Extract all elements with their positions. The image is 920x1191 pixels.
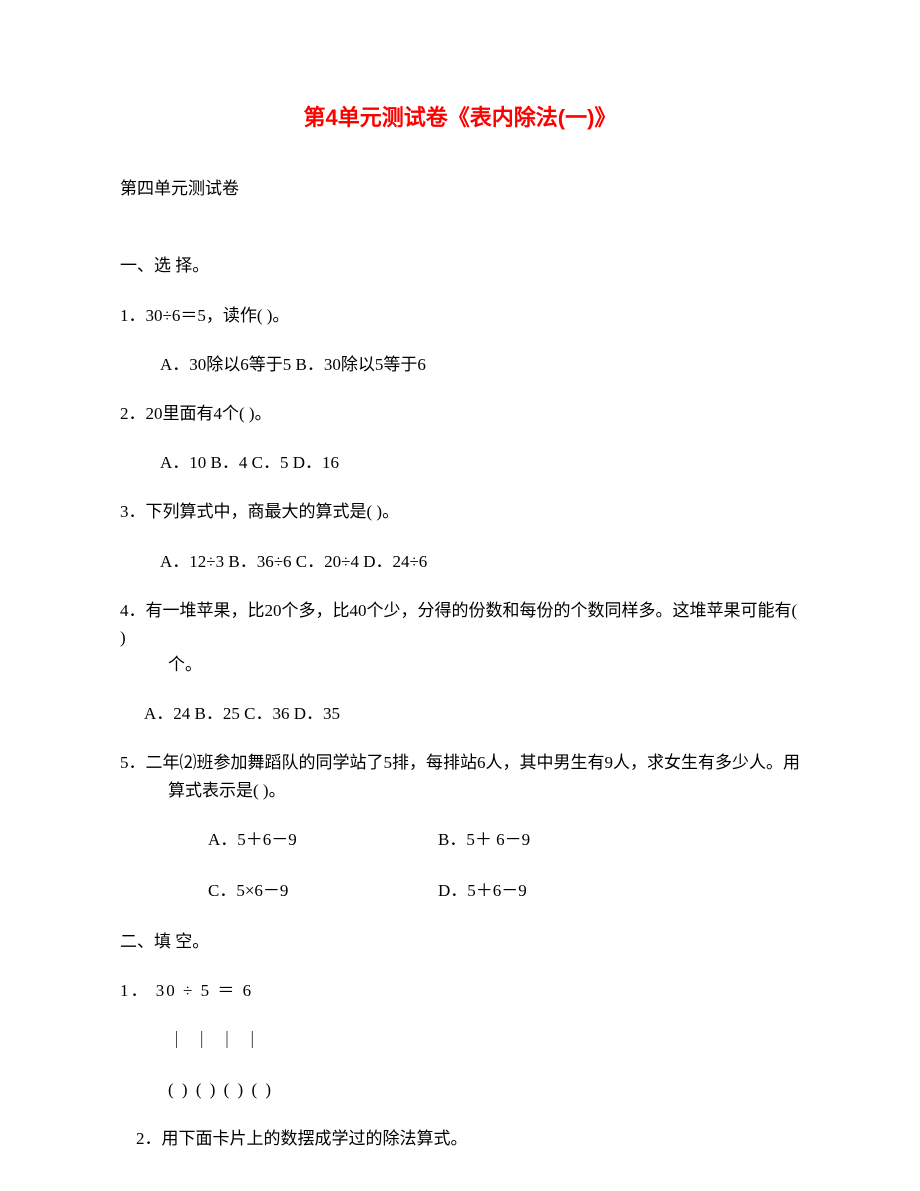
page-title: 第4单元测试卷《表内除法(一)》	[120, 100, 800, 135]
question-4-line1: 4．有一堆苹果，比20个多，比40个少，分得的份数和每份的个数同样多。这堆苹果可…	[120, 597, 800, 651]
question-5-option-b: B．5＋ 6－9	[438, 826, 668, 853]
subtitle: 第四单元测试卷	[120, 175, 800, 202]
question-1: 1．30÷6＝5，读作( )。	[120, 302, 800, 329]
question-5-option-a: A．5＋6－9	[208, 826, 438, 853]
question-5-line2: 算式表示是( )。	[120, 777, 800, 804]
question-4-options: A．24 B．25 C．36 D．35	[120, 700, 800, 727]
fill-q2: 2．用下面卡片上的数摆成学过的除法算式。	[120, 1125, 800, 1152]
question-5-option-c: C．5×6－9	[208, 877, 438, 904]
question-1-options: A．30除以6等于5 B．30除以5等于6	[120, 351, 800, 378]
question-5-options-row2: C．5×6－9 D．5＋6－9	[120, 877, 800, 904]
question-4-line2: 个。	[120, 651, 800, 678]
section-1-heading: 一、选 择。	[120, 252, 800, 279]
fill-q1-bars: ｜ ｜ ｜ ｜	[120, 1027, 800, 1054]
question-2: 2．20里面有4个( )。	[120, 400, 800, 427]
question-2-options: A．10 B．4 C．5 D．16	[120, 449, 800, 476]
question-5-option-d: D．5＋6－9	[438, 877, 668, 904]
question-3-options: A．12÷3 B．36÷6 C．20÷4 D．24÷6	[120, 548, 800, 575]
fill-q1-parens: ( ) ( ) ( ) ( )	[120, 1076, 800, 1103]
question-5-options-row1: A．5＋6－9 B．5＋ 6－9	[120, 826, 800, 853]
section-2-heading: 二、填 空。	[120, 928, 800, 955]
fill-q1-expression: 1． 30 ÷ 5 ＝ 6	[120, 977, 800, 1004]
question-3: 3．下列算式中，商最大的算式是( )。	[120, 498, 800, 525]
question-5-line1: 5．二年⑵班参加舞蹈队的同学站了5排，每排站6人，其中男生有9人，求女生有多少人…	[120, 749, 800, 776]
